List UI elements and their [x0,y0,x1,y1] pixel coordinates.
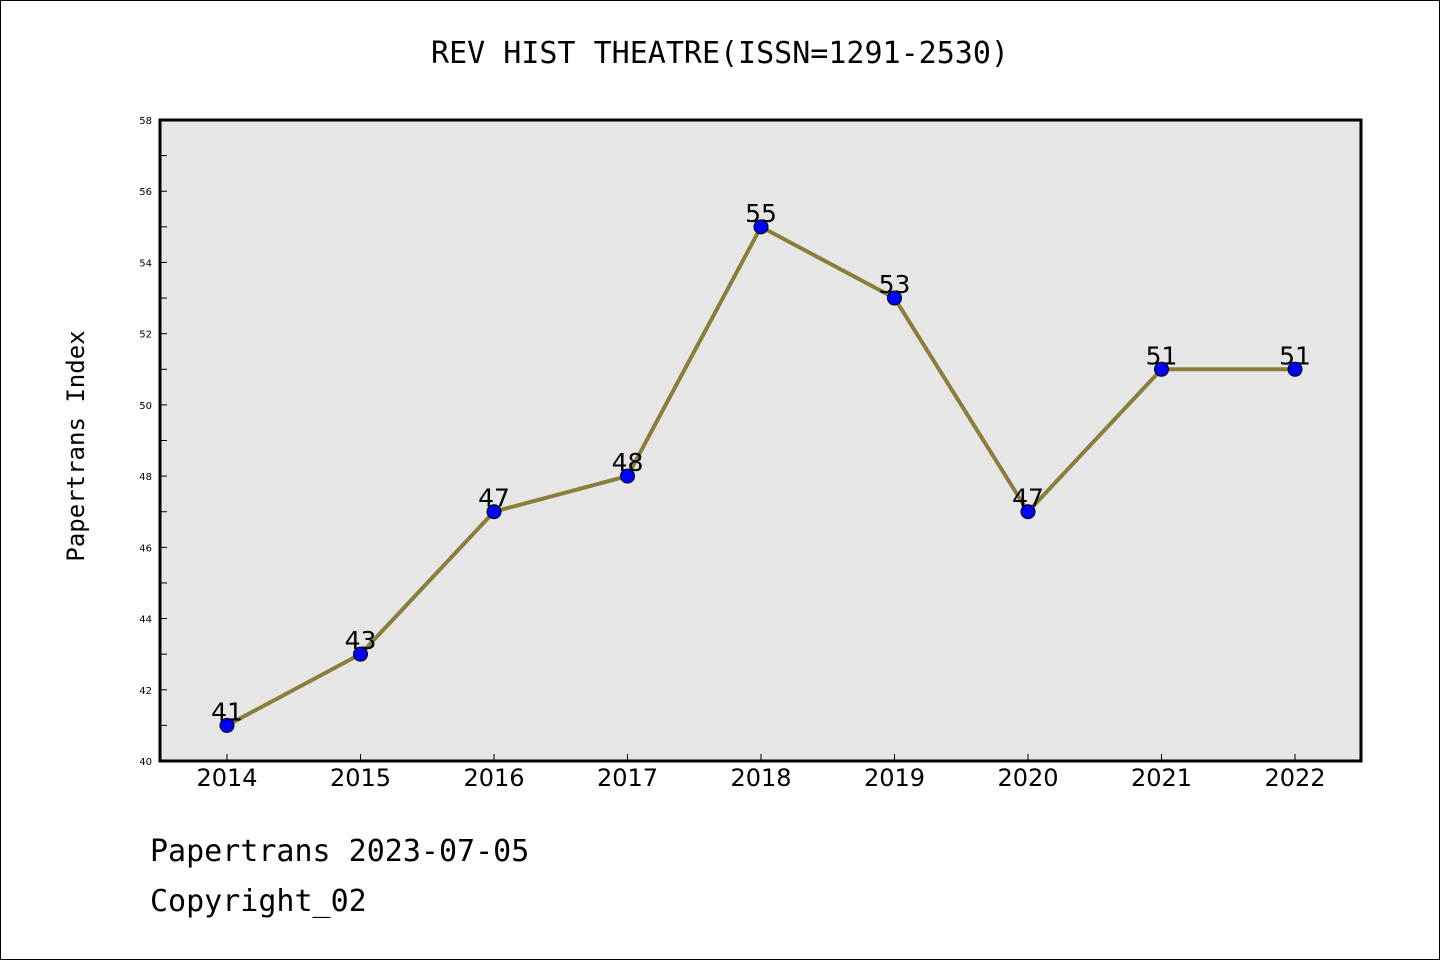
x-tick-label: 2017 [597,764,658,792]
y-tick-label: 40 [139,757,152,768]
x-tick-label: 2014 [196,764,257,792]
x-tick-label: 2019 [864,764,925,792]
x-tick-label: 2022 [1264,764,1325,792]
data-labels: 41 43 47 48 55 53 47 51 51 [211,199,1311,727]
data-point-label: 51 [1146,341,1178,370]
data-point-marker [353,646,368,662]
x-axis: 2014 2015 2016 2017 2018 2019 2020 2021 2022 [196,754,1326,792]
data-point-marker [1287,361,1303,377]
data-point-marker [1020,504,1036,520]
data-point-label: 48 [612,448,644,477]
plot-border [158,118,1363,763]
y-tick-label: 58 [139,116,152,127]
data-point-label: 53 [879,270,911,299]
x-tick-label: 2021 [1131,764,1192,792]
y-tick-label: 46 [139,543,152,554]
y-tick-label: 56 [139,187,152,198]
y-tick-label: 42 [139,686,152,697]
y-tick-label: 44 [139,615,152,626]
x-tick-label: 2020 [997,764,1058,792]
data-point-marker [486,504,502,520]
data-point-marker [1154,361,1169,377]
y-tick-label: 50 [139,401,152,412]
chart-title: REV HIST THEATRE(ISSN=1291-2530) [431,36,1009,71]
data-points [219,219,1303,733]
data-point-marker [219,717,235,733]
data-point-label: 41 [211,697,243,726]
data-point-label: 51 [1279,341,1311,370]
data-point-marker [753,219,769,235]
data-point-label: 47 [478,484,510,513]
x-tick-label: 2016 [463,764,524,792]
x-tick-label: 2015 [330,764,391,792]
data-point-label: 47 [1012,484,1044,513]
footer-date: Papertrans 2023-07-05 [150,834,530,869]
data-point-label: 55 [745,199,777,228]
x-tick-label: 2018 [730,764,791,792]
y-tick-label: 48 [139,472,152,483]
y-tick-label: 52 [139,330,152,341]
y-tick-label: 54 [139,258,152,269]
data-point-marker [620,468,635,484]
data-point-label: 43 [345,626,377,655]
footer-copyright: Copyright_02 [150,884,367,919]
data-point-marker [887,290,902,306]
